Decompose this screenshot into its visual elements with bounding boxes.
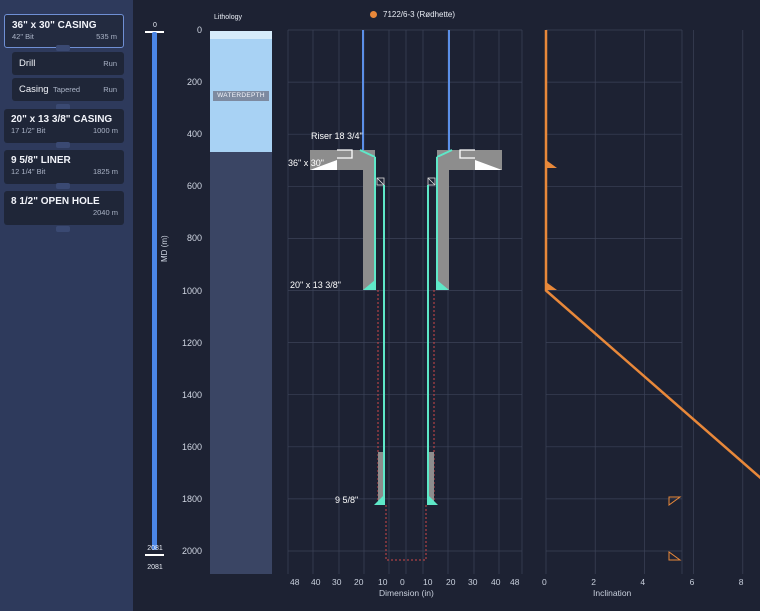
section-title: 8 1/2" OPEN HOLE [11, 196, 100, 207]
x-tick-label: 20 [446, 577, 456, 587]
md-tick-label: 2000 [181, 546, 202, 556]
x-tick-label: 2 [591, 577, 596, 587]
operation-name: Casing [19, 84, 49, 95]
liner-shoe-right [428, 495, 438, 505]
x-tick-label: 0 [542, 577, 547, 587]
section-title: 9 5/8" LINER [11, 155, 71, 166]
slider-top-label: 0 [153, 22, 157, 29]
surface-shoe-right [437, 280, 449, 290]
surface-shoe-left [363, 280, 375, 290]
operation-status: Run [103, 59, 117, 68]
section-depth: 2040 m [92, 208, 118, 217]
inclination-grid [545, 29, 744, 574]
schematic-grid [287, 29, 523, 574]
schematic-x-label: Dimension (in) [379, 588, 434, 598]
waterdepth-badge: WATERDEPTH [213, 91, 269, 101]
operation-sub: Tapered [53, 85, 81, 94]
wellhead-left [359, 149, 376, 158]
md-tick-label: 1600 [181, 441, 202, 452]
legend: 7122/6-3 (Rødhette) [370, 10, 455, 19]
surface-cement-right [437, 157, 449, 290]
x-tick-label: 30 [332, 577, 342, 587]
inclination-shoe-marker-4 [668, 551, 682, 561]
x-tick-label: 6 [689, 577, 695, 587]
x-tick-label: 0 [400, 577, 405, 587]
liner-hanger-left-mark [376, 177, 385, 186]
liner-shoe-left [374, 495, 384, 505]
drag-handle[interactable] [56, 226, 70, 232]
surface-cement-left [363, 157, 375, 290]
legend-label: 7122/6-3 (Rødhette) [383, 10, 456, 19]
operation-drill[interactable]: Drill Run [12, 52, 124, 75]
x-tick-label: 40 [491, 577, 501, 587]
lithology-title: Lithology [214, 14, 243, 21]
conductor-shoe-right [475, 160, 502, 170]
section-liner[interactable]: 9 5/8" LINER 12 1/4" Bit 1825 m [4, 150, 124, 184]
md-tick-label: 400 [186, 129, 202, 140]
liner-hanger-left [376, 177, 385, 186]
inclination-line [544, 30, 760, 480]
x-tick-label: 48 [510, 577, 520, 587]
slider-bottom-label: 2081 [147, 564, 163, 571]
section-surface-casing[interactable]: 20" x 13 3/8" CASING 17 1/2" Bit 1000 m [4, 109, 124, 143]
md-tick-label: 1800 [181, 493, 202, 504]
md-tick-label: 1200 [181, 337, 202, 348]
md-tick-label: 1400 [181, 389, 202, 400]
md-tick-label: 600 [186, 181, 202, 192]
liner-label: 9 5/8" [335, 495, 359, 505]
operation-status: Run [103, 85, 117, 94]
x-tick-label: 10 [423, 577, 433, 587]
surface-casing-label: 20" x 13 3/8" [290, 280, 341, 290]
section-open-hole[interactable]: 8 1/2" OPEN HOLE 2040 m [4, 191, 124, 225]
legend-dot-icon [370, 11, 377, 18]
section-depth: 1000 m [92, 126, 118, 135]
inclination-shoe-marker-1 [546, 160, 557, 168]
conductor-label: 36" x 30" [288, 158, 324, 168]
x-tick-label: 10 [378, 577, 388, 587]
x-tick-label: 30 [468, 577, 478, 587]
conductor-hanger-left [337, 149, 353, 159]
x-tick-label: 4 [640, 577, 646, 587]
operation-casing[interactable]: Casing Tapered Run [12, 78, 124, 101]
sidebar: 36" x 30" CASING 42" Bit 535 m Drill Run… [0, 0, 133, 611]
section-conductor-casing[interactable]: 36" x 30" CASING 42" Bit 535 m [4, 14, 124, 48]
section-depth: 1825 m [92, 167, 118, 176]
drag-handle[interactable] [56, 104, 70, 110]
x-tick-label: 20 [354, 577, 364, 587]
slider-bottom-handle[interactable] [145, 554, 164, 556]
operation-name: Drill [19, 58, 36, 69]
liner-cement-right [428, 452, 434, 505]
conductor-hanger-right [459, 149, 475, 159]
inclination-x-label: Inclination [593, 588, 632, 598]
drag-handle[interactable] [56, 142, 70, 148]
inclination-shoe-marker-2 [546, 282, 557, 290]
slider-bottom-inner-label: 2081 [147, 545, 163, 552]
depth-slider[interactable] [152, 32, 157, 550]
md-tick-label: 1000 [181, 285, 202, 296]
x-tick-label: 48 [290, 577, 300, 587]
md-tick-label: 200 [186, 77, 202, 88]
drag-handle[interactable] [56, 183, 70, 189]
section-bit: 17 1/2" Bit [11, 126, 46, 135]
section-title: 36" x 30" CASING [12, 20, 97, 31]
section-title: 20" x 13 3/8" CASING [11, 114, 113, 125]
conductor-shoe-left [310, 160, 337, 170]
water-surface [210, 31, 272, 39]
liner-cement-left [378, 452, 384, 505]
wellhead-right [436, 149, 453, 158]
md-tick-label: 0 [196, 25, 202, 35]
section-depth: 535 m [96, 32, 117, 41]
drag-handle[interactable] [56, 45, 70, 51]
inclination-shoe-marker-3 [668, 496, 682, 506]
liner-hanger-right [427, 177, 436, 186]
x-tick-label: 8 [738, 577, 744, 587]
md-tick-label: 800 [186, 233, 202, 244]
riser-label: Riser 18 3/4" [311, 131, 363, 141]
liner-hanger-right-mark [427, 177, 436, 186]
section-bit: 12 1/4" Bit [11, 167, 46, 176]
x-tick-label: 40 [311, 577, 321, 587]
section-bit: 42" Bit [12, 32, 34, 41]
